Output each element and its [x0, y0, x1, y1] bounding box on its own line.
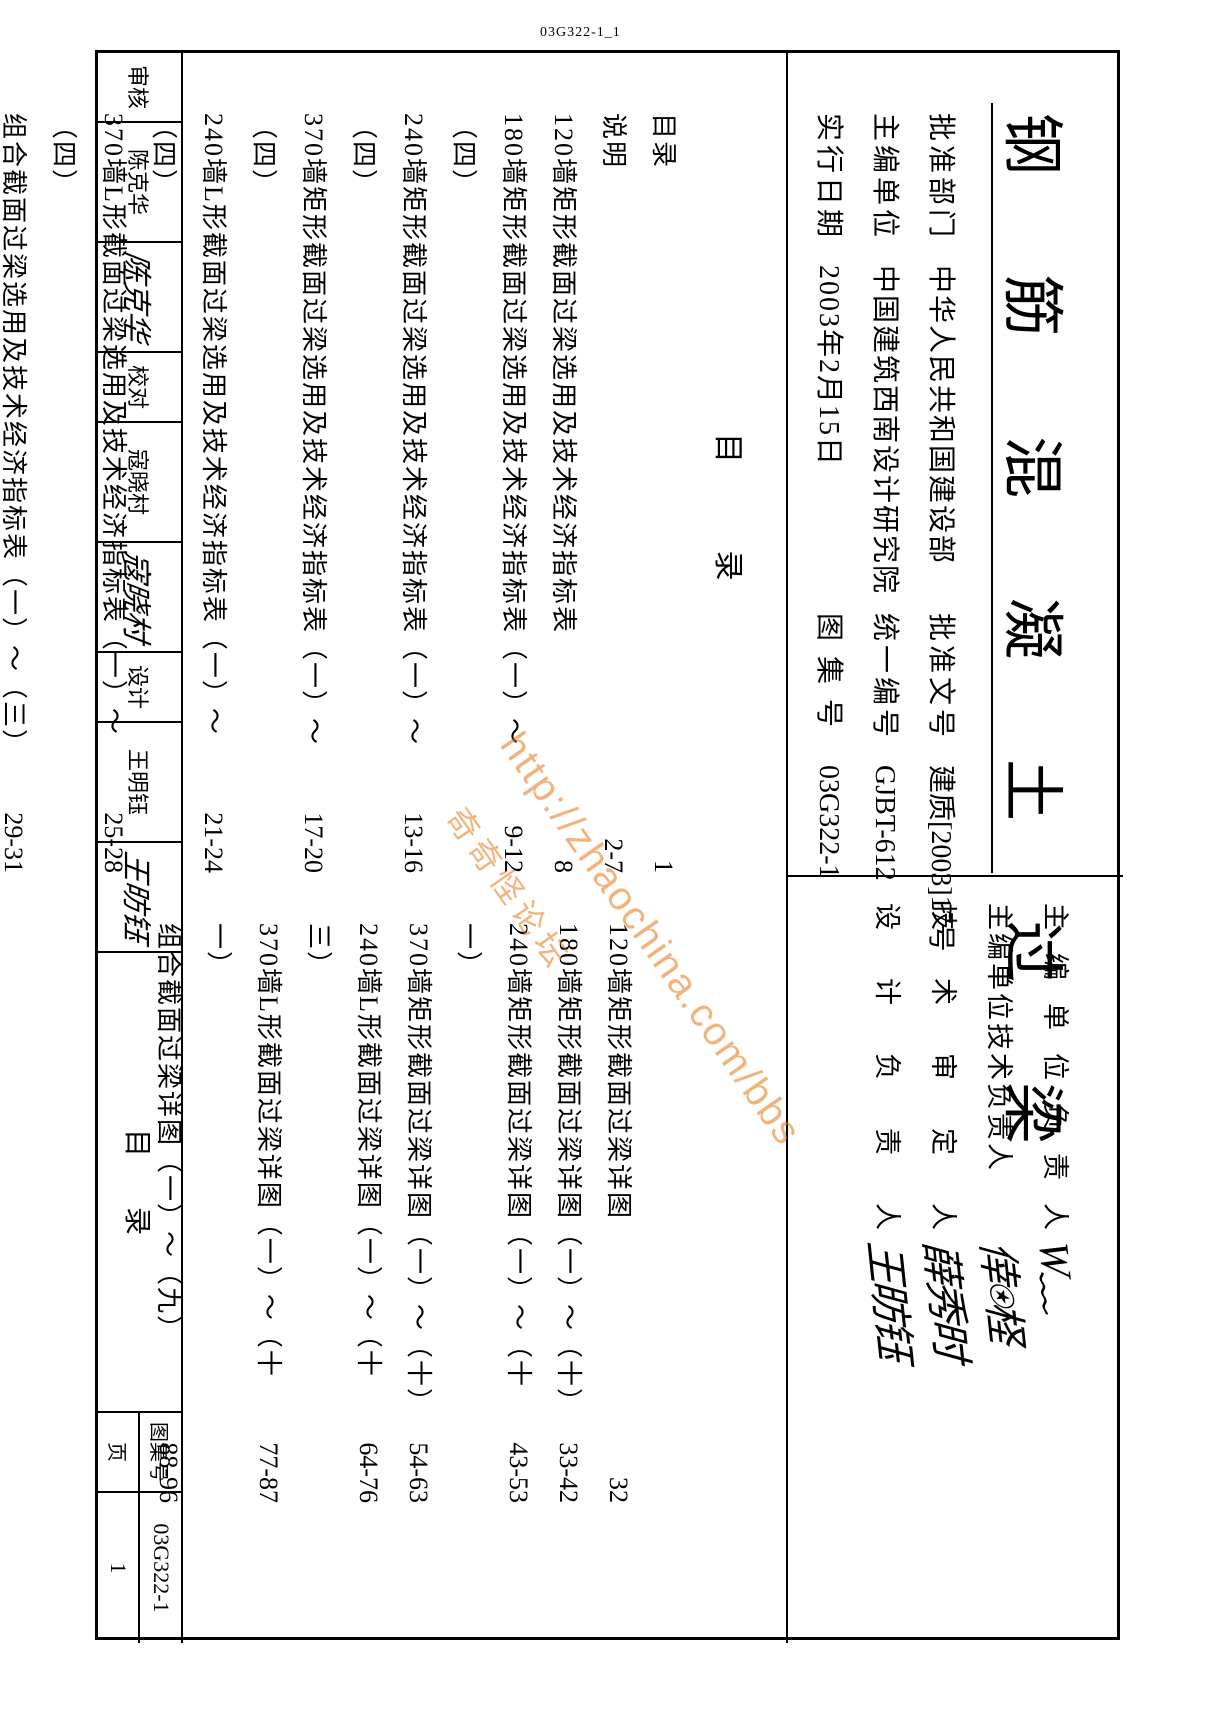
toc-title: 说明: [588, 113, 638, 783]
toc-page: 9-12: [438, 783, 538, 873]
tb-proof-name: 寇晓村: [98, 423, 181, 543]
scan-filename-label: 03G322-1_1: [540, 25, 621, 41]
meta-label: 批准文号: [912, 613, 968, 753]
meta-label: 统一编号: [856, 613, 912, 753]
toc-page: 17-20: [238, 783, 338, 873]
toc-row: 370墙矩形截面过梁详图（一）～（十）54-63: [393, 923, 443, 1503]
toc-row: 120墙矩形截面过梁详图32: [593, 923, 643, 1503]
toc-title: 370墙矩形截面过梁选用及技术经济指标表（一）～（四）: [238, 113, 338, 783]
responsible-label: 设 计 负 责 人: [859, 903, 915, 1233]
tb-sheet-title: 目录: [98, 953, 181, 1413]
tb-set-value: 03G322-1: [141, 1493, 182, 1643]
toc-title: 组合截面过梁选用及技术经济指标表（一）～（三）: [0, 113, 38, 783]
toc-title: 目录: [638, 113, 688, 783]
meta-value: 2003年2月15日: [800, 265, 856, 467]
signature: 薛秀时: [918, 1241, 968, 1359]
toc-title: 370墙矩形截面过梁详图（一）～（十）: [393, 923, 443, 1413]
toc-page: 13-16: [338, 783, 438, 873]
responsible-block: 主 编 单 位 负 责 人 W﹏ 主编单位技术负责人倖⍟柽 技 术 审 定 人薛秀…: [859, 903, 1083, 1358]
signature: 倖⍟柽: [975, 1241, 1024, 1342]
toc-title: 240墙矩形截面过梁详图（一）～（十一）: [443, 923, 543, 1413]
responsible-label: 主 编 单 位 负 责 人: [1027, 903, 1083, 1233]
page-frame: 钢 筋 混 凝 土 过 梁 批准部门中华人民共和国建设部 主编单位中国建筑西南设…: [95, 50, 1120, 1640]
toc-title: 120墙矩形截面过梁选用及技术经济指标表: [538, 113, 588, 783]
toc-page: 33-42: [543, 1413, 593, 1503]
tb-right-block: 图集号03G322-1 页1: [98, 1413, 181, 1643]
meta-label: 批准部门: [912, 113, 968, 253]
toc-row: 目录1: [638, 113, 688, 873]
toc-row: 说明2-7: [588, 113, 638, 873]
toc-row: 组合截面过梁选用及技术经济指标表（一）～（三）29-31: [0, 113, 38, 873]
tb-design-name: 王明钰: [98, 723, 181, 843]
toc-row: 180墙矩形截面过梁选用及技术经济指标表（一）～（四）9-12: [438, 113, 538, 873]
toc-title: 180墙矩形截面过梁详图（一）～（十）: [543, 923, 593, 1413]
meta-right-block: 批准文号建质[2003]17号 统一编号GJBT-612 图 集 号03G322…: [800, 613, 968, 952]
toc-page: 43-53: [443, 1413, 543, 1503]
tb-set-label: 图集号: [141, 1413, 182, 1493]
signature: W﹏: [1032, 1241, 1078, 1313]
toc-page: 54-63: [393, 1413, 443, 1503]
signature: 王昉钰: [862, 1241, 912, 1359]
toc-title: 120墙矩形截面过梁详图: [593, 923, 643, 1413]
toc-page: 29-31: [0, 783, 38, 873]
toc-page: 2-7: [588, 783, 638, 873]
toc-title: 180墙矩形截面过梁选用及技术经济指标表（一）～（四）: [438, 113, 538, 783]
meta-left-block: 批准部门中华人民共和国建设部 主编单位中国建筑西南设计研究院 实行日期 2003年…: [800, 113, 968, 595]
meta-label: 主编单位: [856, 113, 912, 253]
tb-audit-label: 审核: [98, 53, 181, 123]
toc-row: 370墙矩形截面过梁选用及技术经济指标表（一）～（四）17-20: [238, 113, 338, 873]
title-block-strip: 审核 陈克华 陈克华 校对 寇晓村 寇晓村 设计 王明钰 王昉钰 目录 图集号0…: [98, 53, 183, 1643]
tb-page-value: 1: [98, 1493, 139, 1643]
tb-design-sign: 王昉钰: [98, 843, 181, 953]
toc-page: 8: [538, 783, 588, 873]
tb-design-label: 设计: [98, 653, 181, 723]
meta-value: 中华人民共和国建设部: [912, 265, 968, 565]
toc-row: 180墙矩形截面过梁详图（一）～（十）33-42: [543, 923, 593, 1503]
responsible-label: 技 术 审 定 人: [915, 903, 971, 1233]
meta-value: GJBT-612: [856, 765, 912, 881]
meta-value: 03G322-1: [800, 765, 856, 879]
toc-page: 77-87: [193, 1413, 293, 1503]
toc-page: 32: [593, 1413, 643, 1503]
toc-right-column: 120墙矩形截面过梁详图32 180墙矩形截面过梁详图（一）～（十）33-42 …: [143, 923, 643, 1503]
meta-label: 实行日期: [800, 113, 856, 253]
toc-row: 240墙矩形截面过梁详图（一）～（十一）43-53: [443, 923, 543, 1503]
tb-audit-name: 陈克华: [98, 123, 181, 243]
toc-row: 240墙L形截面过梁详图（一）～（十三）64-76: [293, 923, 393, 1503]
toc-heading: 目 录: [709, 433, 753, 621]
tb-page-label: 页: [98, 1413, 139, 1493]
meta-label: 图 集 号: [800, 613, 856, 753]
header-body-divider: [786, 53, 788, 1643]
responsible-label: 主编单位技术负责人: [971, 903, 1027, 1233]
toc-title: 240墙L形截面过梁详图（一）～（十三）: [293, 923, 393, 1413]
toc-page: 1: [638, 783, 688, 873]
tb-audit-sign: 陈克华: [98, 243, 181, 353]
toc-row: 240墙矩形截面过梁选用及技术经济指标表（一）～（四）13-16: [338, 113, 438, 873]
toc-page: 64-76: [293, 1413, 393, 1503]
toc-title: 370墙L形截面过梁详图（一）～（十一）: [193, 923, 293, 1413]
tb-proof-label: 校对: [98, 353, 181, 423]
toc-row: 120墙矩形截面过梁选用及技术经济指标表8: [538, 113, 588, 873]
header-vertical-divider: [788, 875, 1123, 877]
meta-value: 中国建筑西南设计研究院: [856, 265, 912, 595]
toc-title: 240墙矩形截面过梁选用及技术经济指标表（一）～（四）: [338, 113, 438, 783]
tb-proof-sign: 寇晓村: [98, 543, 181, 653]
title-underline: [991, 103, 993, 873]
toc-row: 370墙L形截面过梁详图（一）～（十一）77-87: [193, 923, 293, 1503]
